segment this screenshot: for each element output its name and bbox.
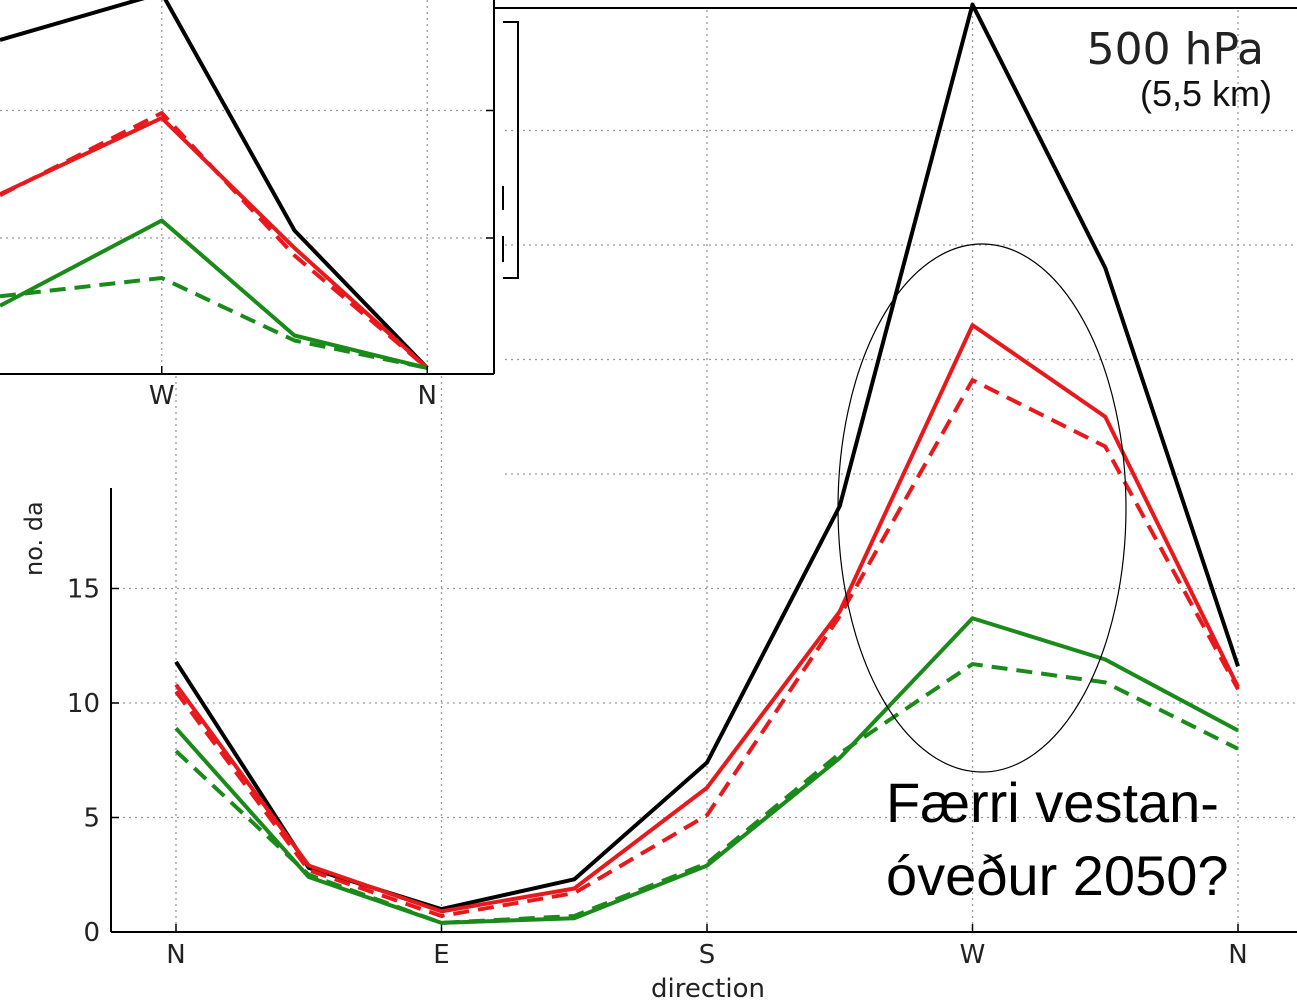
annotation-line-1: Færri vestan- — [886, 771, 1219, 834]
series-line — [174, 323, 1240, 914]
y-tick-label: 5 — [83, 804, 100, 834]
x-tick-label: S — [699, 940, 716, 970]
x-tick-label: W — [960, 940, 986, 970]
height-label: (5,5 km) — [1140, 73, 1272, 114]
x-tick-label: N — [1228, 940, 1247, 970]
main-gridlines — [111, 10, 1297, 932]
inset-gridlines — [0, 0, 494, 370]
inset-background — [0, 0, 494, 374]
highlight-ellipse — [837, 243, 1127, 773]
main-series-lines — [174, 2, 1240, 925]
legend-frame-fragment — [503, 21, 519, 279]
inset-series-lines — [0, 0, 429, 370]
y-axis-label: no. da — [20, 501, 48, 576]
y-tick-label: 10 — [67, 689, 100, 719]
x-tick-label: E — [433, 940, 449, 970]
series-line — [174, 662, 1239, 925]
series-line — [174, 378, 1240, 918]
inset-x-tick-label: N — [418, 381, 437, 411]
annotation-line-2: óveður 2050? — [886, 844, 1229, 907]
inset-series-line — [0, 0, 429, 370]
y-tick-label: 15 — [67, 575, 100, 605]
main-axis-ticks: N E S W N 0 5 10 15 — [67, 575, 1248, 971]
inset-series-line — [0, 218, 428, 370]
x-tick-label: N — [166, 940, 185, 970]
level-label: 500 hPa — [1087, 24, 1264, 75]
inset-series-line — [0, 116, 429, 370]
y-tick-label: 0 — [83, 918, 100, 948]
inset-series-line — [0, 111, 429, 370]
inset-x-tick-label: W — [149, 381, 175, 411]
inset-series-line — [0, 276, 428, 370]
x-axis-label: direction — [651, 974, 765, 1004]
